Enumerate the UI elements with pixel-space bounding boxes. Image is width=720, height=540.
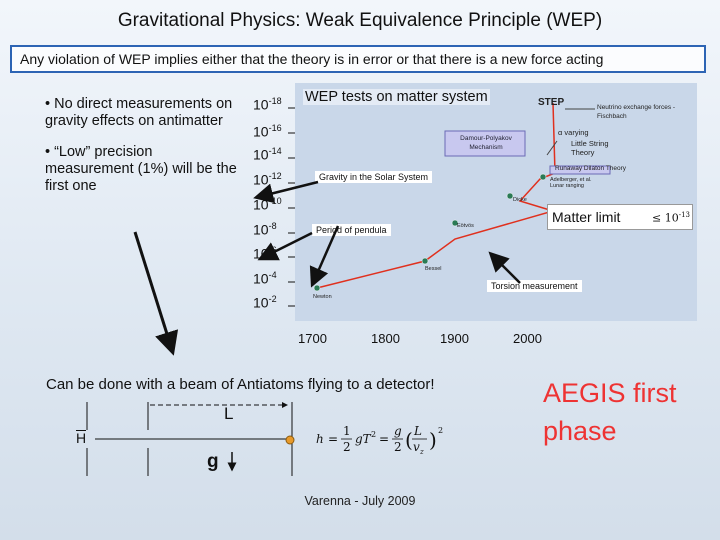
bullet-arrow <box>133 231 179 356</box>
wep-violation-banner: Any violation of WEP implies either that… <box>10 45 706 73</box>
year-tick: 1900 <box>440 331 469 346</box>
beam-caption: Can be done with a beam of Antiatoms fly… <box>46 376 435 393</box>
lunar-ranging-label: Lunar ranging <box>550 183 584 189</box>
svg-text:=: = <box>379 432 389 446</box>
dicke-label: Dicke <box>513 197 527 203</box>
exponent-label: 10-4 <box>253 270 277 287</box>
pendula-tag: Period of pendula <box>312 224 391 236</box>
svg-text:z: z <box>419 448 424 456</box>
bullet-list: • No direct measurements on gravity effe… <box>45 96 245 209</box>
step-label: STEP <box>538 97 565 108</box>
svg-text:=: = <box>328 432 338 446</box>
little-string-label: Little String Theory <box>571 139 609 157</box>
svg-text:h: h <box>316 432 324 446</box>
wep-tests-plot: WEP tests on matter system STEP Neutrino… <box>295 83 697 321</box>
matter-limit-box: Matter limit ≤ 10-13 <box>547 204 693 230</box>
year-tick: 1700 <box>298 331 327 346</box>
runaway-dilaton-label: Runaway Dilaton Theory <box>555 165 627 172</box>
dicke-point <box>506 192 514 200</box>
slide-footer: Varenna - July 2009 <box>304 494 416 508</box>
exponent-label: 10-2 <box>253 294 277 311</box>
adelberger-point <box>539 173 547 181</box>
eotvos-point <box>451 219 459 227</box>
neutrino-label: Neutrino exchange forces - Fischbach <box>597 104 676 120</box>
svg-text:L: L <box>413 424 422 438</box>
antiatom-dot <box>285 435 295 445</box>
svg-text:gT: gT <box>355 432 372 446</box>
wep-curve-svg <box>313 102 611 292</box>
year-tick: 2000 <box>513 331 542 346</box>
svg-text:2: 2 <box>438 426 443 435</box>
svg-text:2: 2 <box>371 430 376 439</box>
bullet-low-precision: • “Low” precision measurement (1%) will … <box>45 144 237 194</box>
year-tick: 1800 <box>371 331 400 346</box>
aegis-first-phase: AEGIS first phase <box>543 378 677 446</box>
exponent-label: 10-18 <box>253 96 282 113</box>
newton-arrow <box>309 225 340 288</box>
svg-text:2: 2 <box>343 440 351 454</box>
exponent-label: 10-16 <box>253 123 282 140</box>
bessel-point <box>421 257 429 265</box>
svg-text:1: 1 <box>343 424 351 438</box>
runaway-box <box>549 165 611 175</box>
pendula-arrow <box>257 231 313 261</box>
exponent-label: 10-8 <box>253 221 277 238</box>
exponent-label: 10-14 <box>253 146 282 163</box>
svg-text:v: v <box>413 440 420 454</box>
svg-text:g: g <box>394 424 402 438</box>
slide-title: Gravitational Physics: Weak Equivalence … <box>117 10 603 31</box>
solar-system-tag: Gravity in the Solar System <box>315 171 433 183</box>
torsion-tag: Torsion measurement <box>487 280 582 292</box>
solar-arrow <box>253 180 319 204</box>
eotvos-label: Eötvös <box>457 223 474 229</box>
damour-polyakov-label: Damour-Polyakov Mechanism <box>460 135 512 151</box>
plot-title: WEP tests on matter system <box>303 89 490 105</box>
gravity-label: g <box>207 451 219 472</box>
exponent-label: 10-12 <box>253 171 282 188</box>
svg-text:(: ( <box>405 428 413 452</box>
torsion-arrow <box>488 251 521 284</box>
antihydrogen-label: H <box>76 430 87 446</box>
alpha-varying-label: α varying <box>558 128 589 137</box>
matter-limit-label: Matter limit <box>552 209 621 225</box>
fall-height-formula: h = 1 2 gT 2 = g 2 ( L v z ) 2 <box>316 424 443 456</box>
adelberger-label: Adelberger, et al. <box>550 177 592 183</box>
damour-box <box>444 130 526 157</box>
matter-limit-value: ≤ 10-13 <box>652 211 690 225</box>
svg-text:): ) <box>429 428 437 452</box>
bullet-no-direct-measurements: • No direct measurements on gravity effe… <box>45 96 233 129</box>
bessel-label: Bessel <box>425 266 442 272</box>
newton-label: Newton <box>313 294 332 300</box>
svg-text:2: 2 <box>394 440 402 454</box>
length-label: L <box>224 404 234 423</box>
